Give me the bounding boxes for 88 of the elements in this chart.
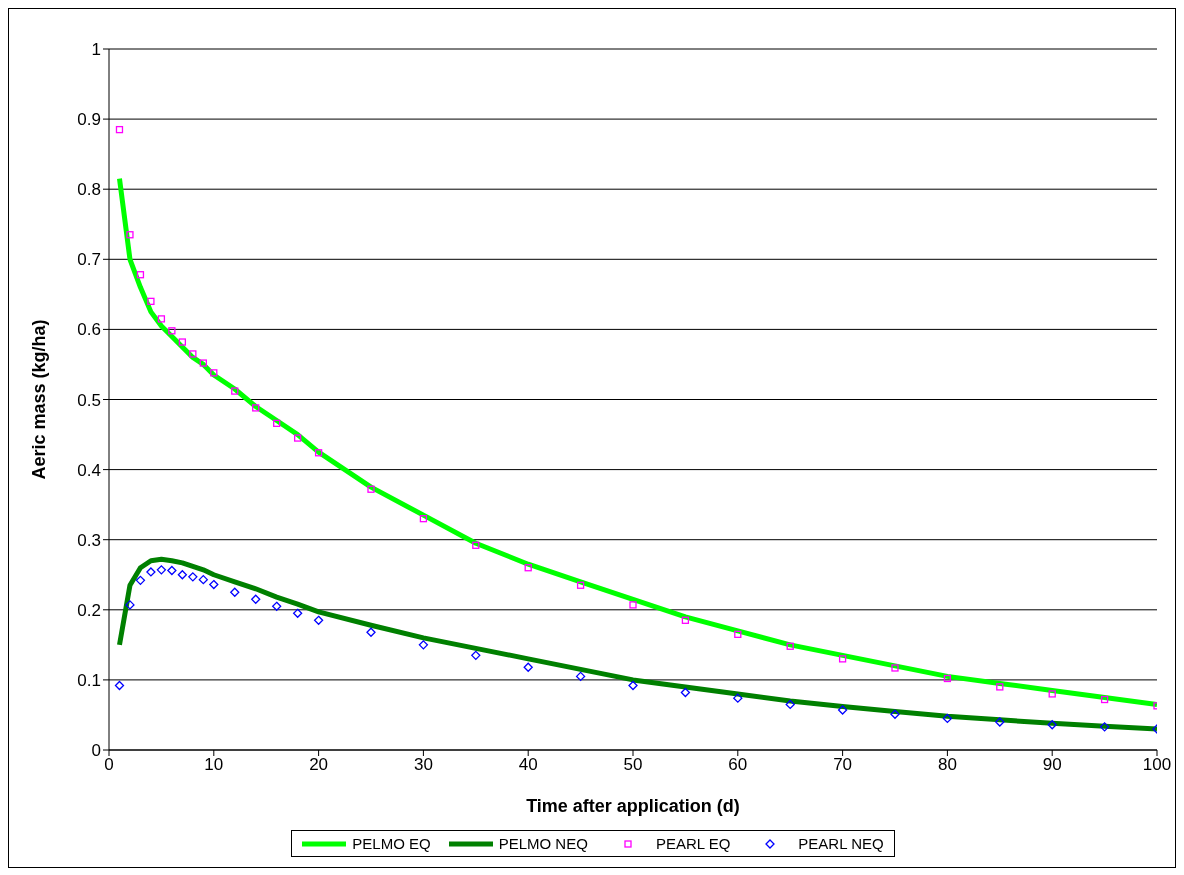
point: [252, 404, 260, 412]
point: [575, 671, 586, 682]
x-tick-label: 20: [309, 755, 329, 775]
point: [786, 642, 794, 650]
point: [576, 581, 585, 589]
point: [1047, 720, 1057, 730]
point: [995, 717, 1005, 727]
x-tick-label: 100: [1142, 755, 1172, 775]
point: [198, 575, 208, 585]
legend-label: PEARL NEQ: [798, 835, 884, 852]
point: [890, 709, 900, 719]
legend-label: PELMO EQ: [352, 835, 431, 852]
x-tick-label: 0: [104, 755, 114, 775]
x-tick-label: 50: [623, 755, 643, 775]
y-tick-label: 0.5: [77, 390, 101, 410]
point: [419, 515, 428, 523]
y-axis-title: Aeric mass (kg/ha): [29, 319, 50, 480]
point: [1100, 695, 1109, 704]
point: [115, 125, 124, 134]
point: [188, 572, 198, 582]
point: [734, 630, 742, 638]
point: [943, 674, 952, 683]
point: [628, 680, 638, 691]
point: [314, 449, 323, 457]
point: [210, 369, 218, 377]
point: [313, 615, 324, 625]
x-tick-label: 80: [937, 755, 957, 775]
point: [418, 640, 429, 650]
y-tick-label: 0.4: [77, 460, 101, 480]
point: [167, 565, 177, 576]
point: [125, 600, 135, 610]
point: [156, 565, 167, 575]
point: [168, 327, 176, 335]
point: [178, 338, 187, 346]
point: [838, 655, 847, 663]
point: [1048, 690, 1056, 698]
point: [199, 359, 207, 367]
x-tick-label: 60: [728, 755, 748, 775]
point: [629, 601, 637, 609]
point: [472, 541, 480, 549]
point: [1099, 722, 1110, 732]
point: [524, 564, 532, 572]
point: [272, 601, 282, 611]
point: [837, 705, 848, 715]
point: [177, 570, 188, 580]
y-tick-label: 0.6: [77, 320, 101, 340]
point: [135, 575, 146, 586]
point: [136, 271, 145, 279]
point: [292, 608, 303, 618]
point: [367, 485, 375, 493]
point: [273, 419, 281, 427]
point: [251, 594, 261, 604]
x-tick-label: 40: [518, 755, 538, 775]
y-tick-label: 0.1: [77, 670, 101, 690]
point: [293, 434, 302, 442]
y-tick-label: 0.8: [77, 180, 101, 200]
x-axis-title: Time after application (d): [526, 796, 740, 816]
x-tick-label: 10: [204, 755, 224, 775]
y-tick-label: 1: [91, 40, 101, 60]
point: [126, 231, 134, 239]
point: [189, 350, 197, 358]
legend-label: PELMO NEQ: [498, 835, 588, 852]
point: [231, 387, 239, 395]
point: [230, 587, 240, 597]
point: [209, 579, 219, 590]
x-tick-label: 90: [1042, 755, 1062, 775]
x-tick-label: 30: [413, 755, 433, 775]
point: [471, 650, 481, 661]
point: [733, 693, 743, 703]
legend-label: PEARL EQ: [655, 835, 731, 852]
point: [147, 297, 155, 306]
point: [785, 699, 795, 710]
y-tick-label: 0.7: [77, 250, 101, 270]
point: [146, 567, 156, 577]
point: [891, 664, 899, 672]
point: [681, 616, 690, 624]
y-tick-label: 0: [91, 741, 101, 761]
point: [996, 683, 1004, 691]
y-tick-label: 0.2: [77, 600, 101, 620]
point: [680, 687, 691, 698]
point: [523, 662, 533, 672]
y-tick-label: 0.9: [77, 110, 101, 130]
point: [942, 713, 953, 724]
x-tick-label: 70: [833, 755, 853, 775]
point: [366, 627, 376, 637]
y-tick-label: 0.3: [77, 530, 101, 550]
point: [157, 315, 166, 323]
point: [114, 680, 125, 691]
